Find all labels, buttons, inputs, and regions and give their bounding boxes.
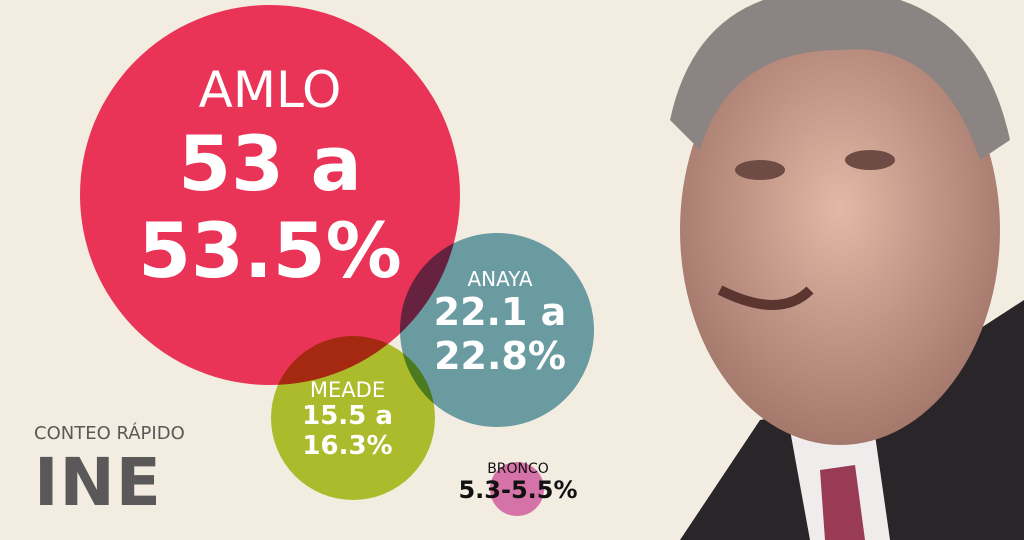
amlo-name: AMLO <box>198 61 342 119</box>
anaya-range-line1: 22.1 a <box>433 290 567 334</box>
bronco-name: BRONCO <box>487 461 549 477</box>
anaya-label: ANAYA 22.1 a 22.8% <box>420 268 580 378</box>
amlo-bubble <box>80 5 460 385</box>
bronco-label: BRONCO 5.3-5.5% <box>438 461 598 505</box>
source-title: INE <box>34 443 162 521</box>
amlo-range-line1: 53 a <box>178 118 362 208</box>
amlo-label: AMLO 53 a 53.5% <box>130 61 410 295</box>
source-subtitle: CONTEO RÁPIDO <box>34 423 185 444</box>
meade-label: MEADE 15.5 a 16.3% <box>285 378 410 462</box>
anaya-name: ANAYA <box>467 267 533 291</box>
anaya-bubble <box>400 233 594 427</box>
amlo-range-line2: 53.5% <box>138 205 402 295</box>
bronco-bubble <box>490 462 544 516</box>
meade-range-line2: 16.3% <box>302 431 393 462</box>
source-block: CONTEO RÁPIDO INE <box>34 423 185 521</box>
anaya-range-line2: 22.8% <box>434 333 566 378</box>
meade-name: MEADE <box>309 378 386 402</box>
meade-range-line1: 15.5 a <box>302 401 393 432</box>
bronco-range: 5.3-5.5% <box>458 476 578 505</box>
candidate-photo <box>670 0 1024 540</box>
meade-bubble <box>271 336 435 500</box>
